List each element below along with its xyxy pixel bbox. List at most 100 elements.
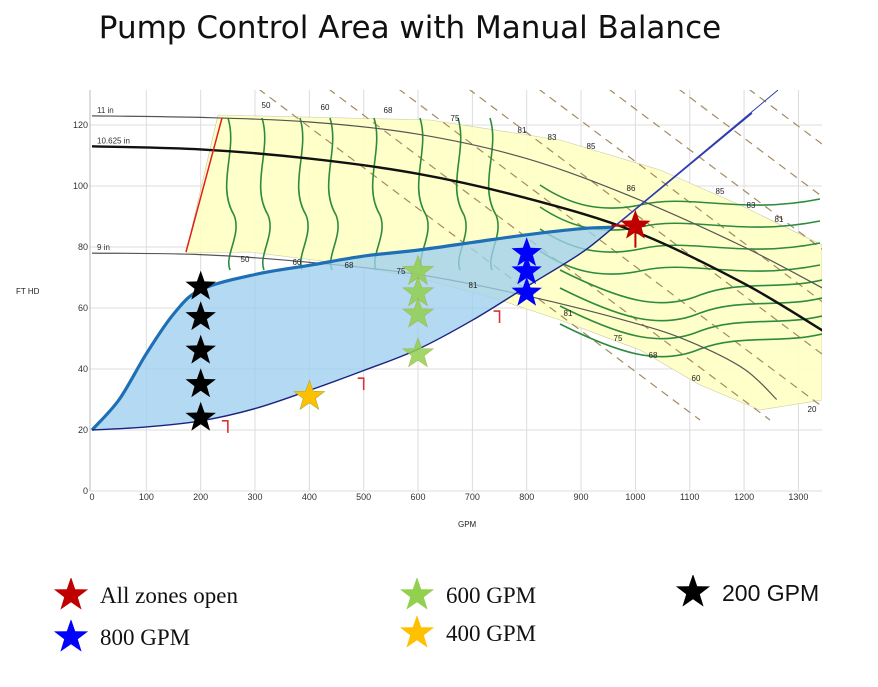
min-flow-boundary-line <box>185 117 223 253</box>
efficiency-contour-line <box>259 117 271 271</box>
y-axis-label: FT HD <box>16 287 40 296</box>
legend-item-all-zones-open: All zones open <box>52 578 238 614</box>
legend-star-marker <box>399 616 435 648</box>
data-star-marker <box>185 368 216 398</box>
efficiency-contour-line <box>225 117 237 271</box>
x-tick-label: 300 <box>248 492 263 502</box>
efficiency-label: 60 <box>321 103 330 112</box>
y-tick-label: 0 <box>83 486 88 496</box>
y-tick-label: 40 <box>78 364 88 374</box>
pump-chart: 50 60 68 75 81 83 85 86 85 83 81 81 75 68 60 50 60 68 75 81… <box>73 90 822 502</box>
data-star-marker <box>401 297 435 328</box>
x-tick-label: 600 <box>411 492 426 502</box>
tick-marker <box>493 310 501 324</box>
y-tick-label: 80 <box>78 242 88 252</box>
control-area-lower-curve <box>91 226 615 431</box>
pump-control-area <box>92 227 614 430</box>
efficiency-label: 60 <box>293 258 302 267</box>
legend-label-800-gpm: 800 GPM <box>100 625 191 650</box>
legend-label-200-gpm: 200 GPM <box>722 579 820 606</box>
legend-star-marker <box>399 578 435 610</box>
x-tick-label: 500 <box>356 492 371 502</box>
efficiency-contour-line <box>559 305 822 340</box>
x-tick-label: 0 <box>89 492 94 502</box>
data-star-marker <box>401 336 435 368</box>
red-star-icon <box>53 578 89 610</box>
efficiency-contour-line <box>297 117 309 271</box>
efficiency-label: 50 <box>262 101 271 110</box>
legend-label-600-gpm: 600 GPM <box>446 583 537 608</box>
impeller-curve <box>91 115 822 289</box>
efficiency-label: 60 <box>692 374 701 383</box>
efficiency-label: 85 <box>716 187 725 196</box>
efficiency-contour-line <box>559 323 822 358</box>
data-star-marker <box>511 255 542 285</box>
data-star-marker <box>185 270 216 300</box>
legend-item-400-gpm: 400 GPM <box>398 616 536 652</box>
system-curve-line <box>613 90 779 228</box>
chart-title: Pump Control Area with Manual Balance <box>98 10 722 46</box>
data-star-marker <box>185 334 216 364</box>
x-tick-label: 100 <box>139 492 154 502</box>
efficiency-contour-line <box>559 269 822 304</box>
tick-marker <box>221 420 229 433</box>
x-tick-label: 900 <box>574 492 589 502</box>
efficiency-label: 75 <box>614 334 623 343</box>
data-star-marker <box>185 401 216 431</box>
efficiency-contour-line <box>539 250 821 275</box>
legend-label-400-gpm: 400 GPM <box>446 621 537 646</box>
efficiency-contour-line <box>559 287 822 322</box>
efficiency-label: 85 <box>587 142 596 151</box>
efficiency-label: 81 <box>775 215 784 224</box>
data-star-marker <box>185 301 216 331</box>
impeller-curve-label: 11 in <box>97 106 114 115</box>
x-tick-label: 400 <box>302 492 317 502</box>
x-tick-label: 1000 <box>625 492 645 502</box>
legend-label-all-zones-open: All zones open <box>100 583 238 608</box>
data-star-marker <box>620 209 651 239</box>
x-tick-label: 700 <box>465 492 480 502</box>
efficiency-label: 81 <box>469 281 478 290</box>
legend-item-200-gpm: 200 GPM <box>674 575 819 611</box>
efficiency-label: 68 <box>345 261 354 270</box>
yellow-star-icon <box>399 616 435 648</box>
impeller-curve-label: 9 in <box>97 243 110 252</box>
efficiency-label: 75 <box>397 267 406 276</box>
x-tick-label: 1100 <box>680 492 699 502</box>
black-star-icon <box>675 575 711 607</box>
efficiency-label: 68 <box>649 351 658 360</box>
system-reference-dashed-line <box>399 90 822 408</box>
data-star-marker <box>293 379 326 411</box>
impeller-curve <box>91 145 822 332</box>
legend-item-600-gpm: 600 GPM <box>398 578 536 614</box>
legend-star-marker <box>53 578 89 610</box>
x-tick-label: 1200 <box>734 492 754 502</box>
y-tick-label: 20 <box>78 425 88 435</box>
efficiency-contour-line <box>327 117 339 271</box>
legend-star-marker <box>53 620 89 652</box>
efficiency-label: 81 <box>564 309 573 318</box>
impeller-curve-label: 10.625 in <box>97 136 130 145</box>
efficiency-label: 20 <box>808 405 817 414</box>
efficiency-contour-line <box>539 206 821 231</box>
efficiency-label: 83 <box>747 201 756 210</box>
efficiency-label: 75 <box>451 114 460 123</box>
data-star-marker <box>511 237 542 266</box>
efficiency-label: 50 <box>241 255 250 264</box>
system-reference-dashed-line <box>259 90 701 421</box>
y-tick-label: 60 <box>78 303 88 313</box>
efficiency-contour-line <box>539 184 821 209</box>
control-area-upper-curve <box>90 225 614 432</box>
y-tick-label: 120 <box>73 120 88 130</box>
tick-marker <box>357 377 365 391</box>
blue-star-icon <box>53 620 89 652</box>
x-tick-label: 200 <box>193 492 208 502</box>
light-green-star-icon <box>399 578 435 610</box>
system-reference-dashed-line <box>329 90 771 421</box>
x-tick-label: 1300 <box>788 492 808 502</box>
legend-star-marker <box>675 575 711 607</box>
data-star-marker <box>511 276 542 306</box>
x-tick-label: 800 <box>519 492 534 502</box>
efficiency-label: 68 <box>384 106 393 115</box>
efficiency-label: 83 <box>548 133 557 142</box>
